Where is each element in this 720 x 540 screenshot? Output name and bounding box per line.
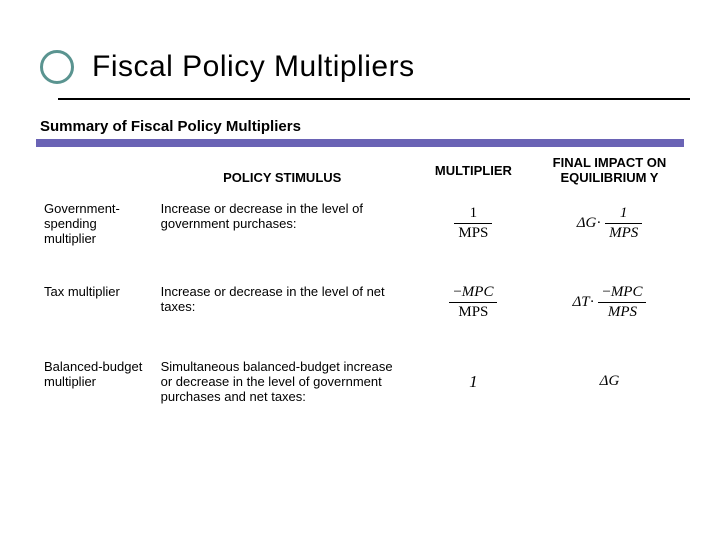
purple-bar (36, 139, 684, 147)
formula-dg-1-mps: ΔG· 1 MPS (577, 215, 643, 231)
cell-multiplier: −MPC MPS (412, 274, 535, 349)
th-stimulus: POLICY STIMULUS (153, 147, 412, 191)
subtitle: Summary of Fiscal Policy Multipliers (40, 118, 690, 135)
th-impact: FINAL IMPACT ON EQUILIBRIUM Y (535, 147, 684, 191)
cell-multiplier: 1 MPS (412, 191, 535, 274)
cell-impact: ΔT· −MPC MPS (535, 274, 684, 349)
cell-stimulus: Increase or decrease in the level of gov… (153, 191, 412, 274)
table-row: Balanced-budget multiplier Simultaneous … (36, 349, 684, 432)
table-row: Government-spending multiplier Increase … (36, 191, 684, 274)
th-name (36, 147, 153, 191)
title-rule (58, 98, 690, 100)
table-row: Tax multiplier Increase or decrease in t… (36, 274, 684, 349)
one: 1 (469, 372, 478, 391)
page-title: Fiscal Policy Multipliers (92, 50, 415, 84)
cell-name: Balanced-budget multiplier (36, 349, 153, 432)
cell-stimulus: Increase or decrease in the level of net… (153, 274, 412, 349)
cell-impact: ΔG (535, 349, 684, 432)
th-multiplier: MULTIPLIER (412, 147, 535, 191)
table-wrap: POLICY STIMULUS MULTIPLIER FINAL IMPACT … (36, 139, 684, 432)
fraction-negmpc-over-mps: −MPC MPS (449, 284, 497, 321)
formula-dg: ΔG (600, 373, 620, 389)
formula-dt-negmpc-mps: ΔT· −MPC MPS (572, 294, 646, 310)
title-row: Fiscal Policy Multipliers (40, 50, 690, 84)
table-header-row: POLICY STIMULUS MULTIPLIER FINAL IMPACT … (36, 147, 684, 191)
cell-multiplier: 1 (412, 349, 535, 432)
cell-stimulus: Simultaneous balanced-budget increase or… (153, 349, 412, 432)
multipliers-table: POLICY STIMULUS MULTIPLIER FINAL IMPACT … (36, 147, 684, 432)
cell-name: Tax multiplier (36, 274, 153, 349)
cell-impact: ΔG· 1 MPS (535, 191, 684, 274)
fraction-1-over-mps: 1 MPS (454, 205, 492, 242)
circle-icon (40, 50, 74, 84)
cell-name: Government-spending multiplier (36, 191, 153, 274)
